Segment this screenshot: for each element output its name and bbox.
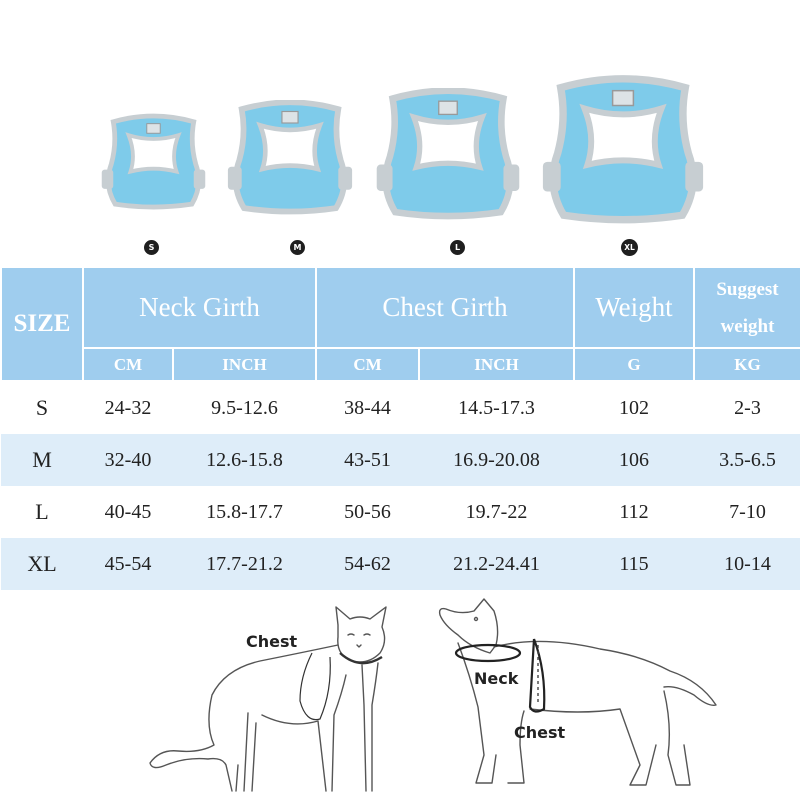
measurement-diagram: Chest Neck Chest [0,595,800,800]
table-row: XL 45-54 17.7-21.2 54-62 21.2-24.41 115 … [1,538,800,590]
harness-images: S M L XL [0,0,800,265]
size-cell: L [35,499,49,524]
suggest-weight-line2: weight [720,315,775,337]
chest-inch-cell: 14.5-17.3 [458,396,535,419]
neck-cm-unit: CM [82,347,174,382]
suggest-weight-cell: 3.5-6.5 [694,434,800,486]
harness-xl-image [534,70,712,230]
weight-cell: 102 [619,396,649,419]
neck-girth-header: Neck Girth [82,266,317,349]
chest-cm-cell: 38-44 [344,396,391,419]
neck-inch-cell: 17.7-21.2 [173,538,316,590]
chest-girth-header: Chest Girth [315,266,575,349]
size-header: SIZE [0,266,84,382]
neck-cm-cell: 24-32 [104,396,152,419]
neck-cm-cell: 45-54 [83,538,173,590]
dog-outline-icon [438,598,717,786]
suggest-weight-cell: 10-14 [694,538,800,590]
animal-outlines [149,598,717,792]
chest-inch-cell: 21.2-24.41 [419,538,574,590]
size-cell: M [1,434,83,486]
weight-cell: 106 [574,434,694,486]
suggest-weight-line1: Suggest [716,278,779,300]
size-cell: XL [1,538,83,590]
harness-l-image [368,88,528,220]
cat-chest-label: Chest [246,632,298,651]
chest-cm-cell: 50-56 [344,500,391,523]
suggest-weight-cell: 7-10 [729,500,766,523]
dog-chest-label: Chest [514,723,566,742]
weight-cell: 112 [619,500,649,523]
table-row: M 32-40 12.6-15.8 43-51 16.9-20.08 106 3… [1,434,800,486]
chest-cm-cell: 43-51 [316,434,419,486]
neck-inch-unit: INCH [172,347,317,382]
size-badge-s: S [144,240,159,255]
suggest-weight-header: Suggest weight [693,266,800,349]
dog-chest-loop [528,638,546,713]
size-badge-l: L [450,240,465,255]
table-row: S 24-32 9.5-12.6 38-44 14.5-17.3 102 2-3 [1,381,800,434]
weight-header: Weight [573,266,695,349]
chest-cm-cell: 54-62 [316,538,419,590]
neck-inch-cell: 12.6-15.8 [173,434,316,486]
chest-cm-unit: CM [315,347,420,382]
size-badge-xl: XL [621,239,638,256]
cat-chest-loop [299,652,331,721]
dog-neck-loop [454,643,522,663]
chest-inch-cell: 16.9-20.08 [419,434,574,486]
harness-m-image [220,100,360,215]
size-chart-table: SIZE Neck Girth Chest Girth Weight Sugge… [0,266,800,590]
neck-cm-cell: 40-45 [104,500,152,523]
neck-cm-cell: 32-40 [83,434,173,486]
neck-inch-cell: 9.5-12.6 [211,396,278,419]
weight-unit: G [573,347,695,382]
suggest-unit: KG [693,347,800,382]
size-badge-m: M [290,240,305,255]
cat-neck-loop [339,652,383,665]
table-row: L 40-45 15.8-17.7 50-56 19.7-22 112 7-10 [1,486,800,538]
weight-cell: 115 [574,538,694,590]
suggest-weight-cell: 2-3 [734,396,761,419]
chest-inch-cell: 19.7-22 [465,500,528,523]
neck-inch-cell: 15.8-17.7 [206,500,283,523]
size-cell: S [35,395,49,420]
chest-inch-unit: INCH [418,347,575,382]
harness-s-image [96,112,211,212]
dog-neck-label: Neck [474,669,519,688]
